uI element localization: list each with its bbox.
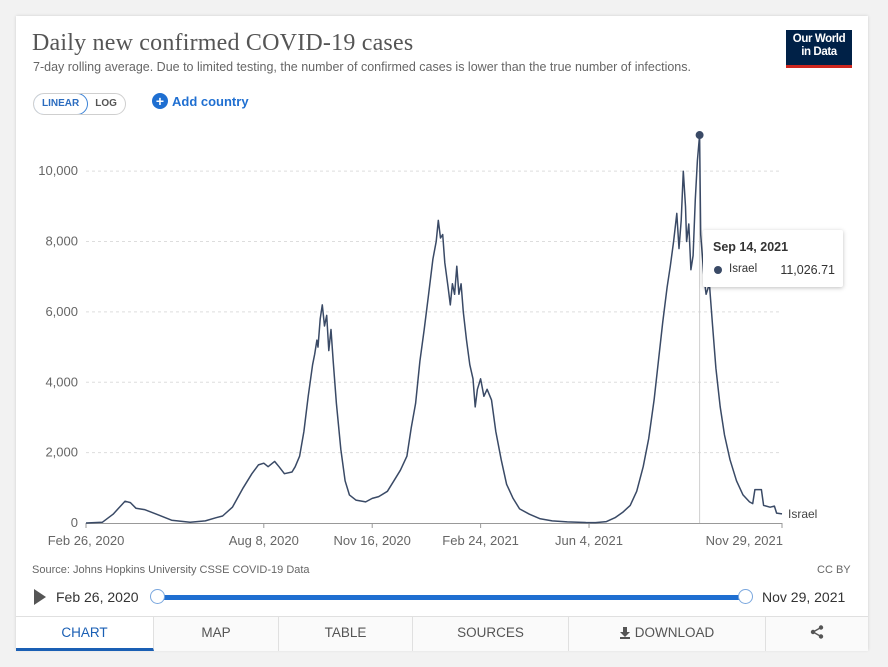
add-country-button[interactable]: + Add country [152, 93, 249, 109]
tooltip-value: 11,026.71 [780, 263, 835, 277]
chart-card: Daily new confirmed COVID-19 cases 7-day… [16, 16, 868, 651]
x-axis: Feb 26, 2020 Aug 8, 2020 Nov 16, 2020 Feb 2… [48, 523, 783, 548]
tab-download[interactable]: DOWNLOAD [569, 617, 766, 651]
timeline-end-label: Nov 29, 2021 [762, 589, 846, 605]
x-tick-label: Jun 4, 2021 [555, 533, 623, 548]
y-tick-label: 0 [71, 515, 78, 530]
tooltip-series-dot [714, 266, 722, 274]
timeline-start-handle[interactable] [150, 589, 165, 604]
scale-toggle: LINEAR LOG [33, 93, 126, 115]
play-icon[interactable] [34, 589, 46, 605]
tab-bar: CHART MAP TABLE SOURCES DOWNLOAD [16, 616, 868, 651]
x-tick-label: Aug 8, 2020 [229, 533, 299, 548]
y-tick-label: 4,000 [45, 374, 78, 389]
timeline-track[interactable] [158, 595, 746, 600]
tab-table[interactable]: TABLE [279, 617, 413, 651]
grid-lines [86, 170, 782, 454]
series-line-israel [85, 134, 783, 524]
tooltip-date: Sep 14, 2021 [713, 240, 789, 254]
timeline-start-label: Feb 26, 2020 [56, 589, 139, 605]
timeline-slider: Feb 26, 2020 Nov 29, 2021 [16, 584, 868, 610]
tooltip-series-name: Israel [729, 263, 758, 275]
download-icon [619, 627, 630, 639]
log-scale-button[interactable]: LOG [95, 98, 117, 109]
owid-logo[interactable]: Our World in Data [786, 30, 852, 68]
share-icon [810, 625, 824, 639]
logo-line-2: in Data [801, 46, 837, 58]
y-tick-label: 8,000 [45, 234, 78, 249]
share-button[interactable] [766, 617, 868, 651]
linear-scale-button[interactable]: LINEAR [33, 94, 89, 114]
chart-subtitle: 7-day rolling average. Due to limited te… [33, 60, 691, 74]
tab-chart[interactable]: CHART [16, 617, 154, 651]
source-note[interactable]: Source: Johns Hopkins University CSSE CO… [32, 564, 310, 576]
tab-sources[interactable]: SOURCES [413, 617, 569, 651]
series-label-israel: Israel [788, 507, 817, 521]
y-tick-label: 6,000 [45, 304, 78, 319]
y-tick-label: 2,000 [45, 445, 78, 460]
add-country-label: Add country [172, 93, 249, 109]
tab-map[interactable]: MAP [154, 617, 279, 651]
tab-download-label: DOWNLOAD [634, 625, 715, 640]
plus-icon: + [152, 93, 168, 109]
timeline-end-handle[interactable] [738, 589, 753, 604]
logo-line-1: Our World [792, 33, 846, 45]
highlight-point [695, 131, 704, 140]
x-tick-label: Feb 24, 2021 [442, 533, 519, 548]
y-axis-ticks: 0 2,000 4,000 6,000 8,000 10,000 [38, 163, 78, 530]
tooltip: Sep 14, 2021 Israel 11,026.71 [703, 230, 843, 287]
line-chart[interactable]: 0 2,000 4,000 6,000 8,000 10,000 Feb 26, 2020… [16, 16, 868, 561]
y-tick-label: 10,000 [38, 163, 78, 178]
license-link[interactable]: CC BY [817, 564, 851, 576]
x-tick-label: Feb 26, 2020 [48, 533, 125, 548]
chart-title: Daily new confirmed COVID-19 cases [32, 30, 414, 56]
x-tick-label: Nov 29, 2021 [706, 533, 783, 548]
x-tick-label: Nov 16, 2020 [334, 533, 411, 548]
